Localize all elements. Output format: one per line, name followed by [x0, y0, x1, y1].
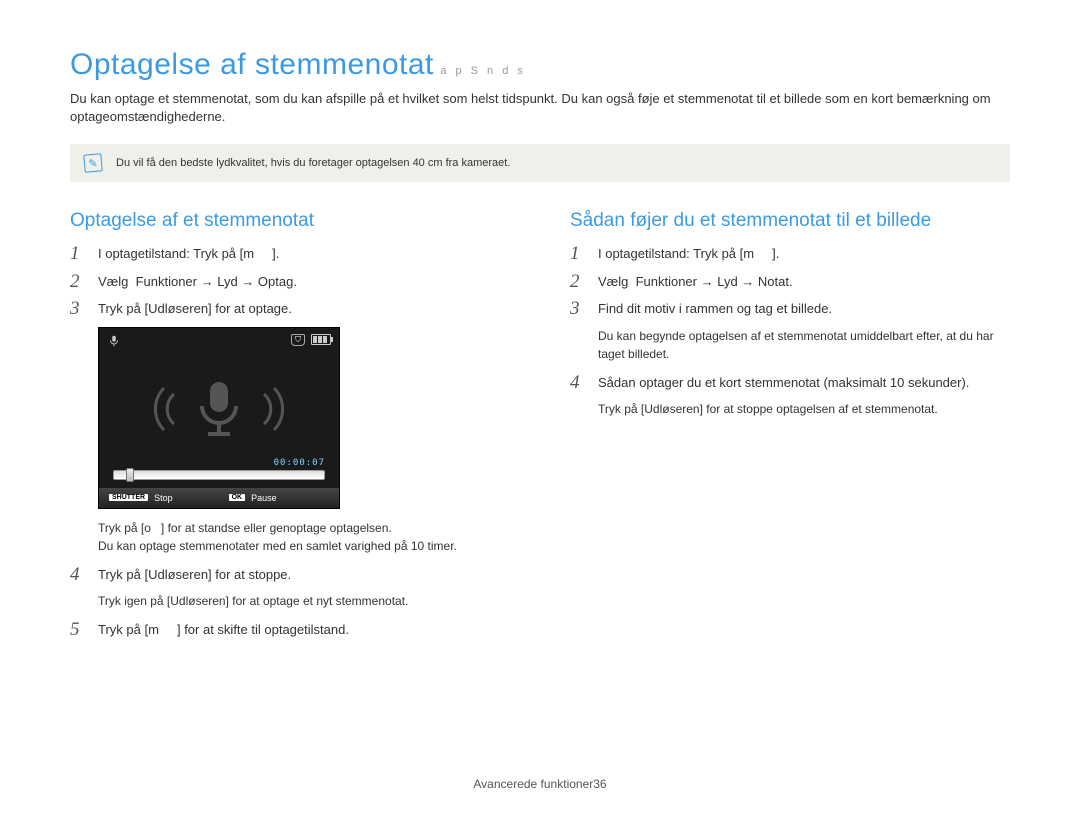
left-heading: Optagelse af et stemmenotat: [70, 210, 510, 232]
right-step-1: 1 I optagetilstand: Tryk på [m ].: [570, 244, 1010, 264]
right-step-2: 2 Vælg Funktioner → Lyd → Notat.: [570, 272, 1010, 292]
pause-label: Pause: [251, 493, 277, 503]
left-sub-3: Tryk på [o ] for at standse eller genopt…: [98, 519, 510, 555]
step-number: 3: [570, 299, 586, 318]
step-number: 2: [570, 272, 586, 291]
progress-bar: [113, 470, 325, 480]
left-column: Optagelse af et stemmenotat 1 I optageti…: [70, 210, 510, 648]
intro-paragraph: Du kan optage et stemmenotat, som du kan…: [70, 90, 1010, 126]
stop-label: Stop: [154, 493, 173, 503]
ok-badge: OK: [229, 494, 246, 501]
content-columns: Optagelse af et stemmenotat 1 I optageti…: [70, 210, 1010, 648]
info-callout: ✎ Du vil få den bedste lydkvalitet, hvis…: [70, 144, 1010, 182]
footer-label: Avancerede funktioner: [473, 777, 593, 791]
callout-text: Du vil få den bedste lydkvalitet, hvis d…: [116, 157, 510, 169]
title-row: Optagelse af stemmenotat a p S n d s: [70, 48, 1010, 82]
right-step-3: 3 Find dit motiv i rammen og tag et bill…: [570, 299, 1010, 319]
step-text: Tryk på [Udløseren] for at stoppe.: [98, 565, 291, 585]
left-step-2: 2 Vælg Funktioner → Lyd → Optag.: [70, 272, 510, 292]
page-title: Optagelse af stemmenotat: [70, 48, 434, 81]
camera-screen: ⛉ 00:00:07: [98, 327, 340, 509]
left-step-4: 4 Tryk på [Udløseren] for at stoppe.: [70, 565, 510, 585]
step-number: 5: [70, 620, 86, 639]
right-step-4: 4 Sådan optager du et kort stemmenotat (…: [570, 373, 1010, 393]
step-text: Tryk på [m ] for at skifte til optagetil…: [98, 620, 349, 640]
step-number: 1: [570, 244, 586, 263]
step-text: Vælg Funktioner → Lyd → Notat.: [598, 272, 793, 292]
left-sub-4: Tryk igen på [Udløseren] for at optage e…: [98, 592, 510, 610]
step-text: Vælg Funktioner → Lyd → Optag.: [98, 272, 297, 292]
mic-small-icon: [107, 334, 121, 348]
right-column: Sådan føjer du et stemmenotat til et bil…: [570, 210, 1010, 648]
right-sub-4: Tryk på [Udløseren] for at stoppe optage…: [598, 400, 1010, 418]
page-footer: Avancerede funktioner36: [0, 777, 1080, 791]
page-number: 36: [593, 777, 606, 791]
title-suffix: a p S n d s: [440, 65, 526, 77]
step-text: Find dit motiv i rammen og tag et billed…: [598, 299, 832, 319]
mic-large-icon: [99, 374, 339, 444]
step-number: 1: [70, 244, 86, 263]
right-heading: Sådan føjer du et stemmenotat til et bil…: [570, 210, 1010, 232]
screen-status-row: ⛉: [291, 334, 331, 346]
progress-knob: [126, 468, 134, 482]
shutter-badge: SHUTTER: [109, 494, 148, 501]
step-text: I optagetilstand: Tryk på [m ].: [98, 244, 279, 264]
left-step-5: 5 Tryk på [m ] for at skifte til optaget…: [70, 620, 510, 640]
note-icon: ✎: [83, 154, 103, 174]
step-text: Sådan optager du et kort stemmenotat (ma…: [598, 373, 969, 393]
step-text: I optagetilstand: Tryk på [m ].: [598, 244, 779, 264]
shield-icon: ⛉: [291, 334, 305, 346]
timecode: 00:00:07: [274, 458, 325, 468]
right-sub-3: Du kan begynde optagelsen af et stemmeno…: [598, 327, 1010, 363]
step-number: 4: [570, 373, 586, 392]
step-number: 2: [70, 272, 86, 291]
step-number: 3: [70, 299, 86, 318]
left-step-1: 1 I optagetilstand: Tryk på [m ].: [70, 244, 510, 264]
step-text: Tryk på [Udløseren] for at optage.: [98, 299, 292, 319]
left-step-3: 3 Tryk på [Udløseren] for at optage.: [70, 299, 510, 319]
screen-bottom-bar: SHUTTER Stop OK Pause: [99, 488, 339, 508]
step-number: 4: [70, 565, 86, 584]
battery-icon: [311, 334, 331, 345]
